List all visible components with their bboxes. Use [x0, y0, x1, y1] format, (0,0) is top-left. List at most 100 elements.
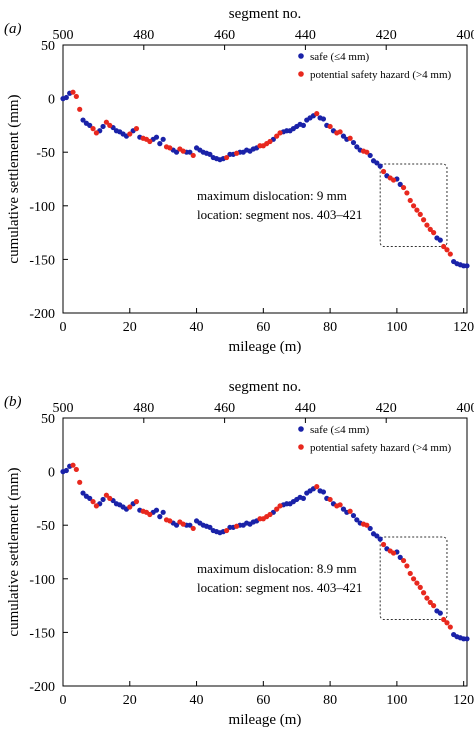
data-point-hazard — [407, 197, 413, 204]
data-point-hazard — [267, 511, 273, 518]
data-point-safe — [340, 506, 347, 512]
data-point-safe — [374, 533, 380, 539]
data-point-safe — [350, 139, 357, 146]
y-tick-label: -100 — [29, 573, 55, 588]
data-point-safe — [160, 509, 166, 515]
data-point-hazard — [277, 503, 283, 509]
data-point-hazard — [103, 492, 110, 498]
data-point-hazard — [337, 502, 343, 508]
data-point-hazard — [417, 211, 423, 217]
data-point-hazard — [447, 251, 453, 257]
data-point-safe — [63, 467, 69, 474]
data-point-hazard — [314, 484, 320, 490]
plot-frame — [62, 417, 468, 687]
data-point-hazard — [337, 129, 343, 135]
data-point-hazard — [167, 518, 173, 524]
data-point-safe — [207, 524, 213, 530]
data-point-hazard — [410, 203, 417, 209]
data-point-hazard — [364, 522, 370, 528]
data-point-hazard — [347, 508, 353, 514]
top-tick-label: 460 — [214, 28, 235, 43]
data-point-hazard — [274, 133, 280, 139]
data-point-hazard — [364, 149, 370, 155]
data-point-hazard — [133, 126, 140, 132]
data-point-safe — [153, 134, 160, 140]
data-point-hazard — [167, 145, 173, 151]
annotation-location: location: segment nos. 403–421 — [197, 580, 362, 595]
x-tick-label: 60 — [256, 320, 270, 335]
top-tick-label: 440 — [295, 28, 316, 43]
data-point-safe — [187, 149, 193, 155]
x-tick-label: 40 — [190, 320, 204, 335]
data-point-hazard — [447, 624, 453, 630]
data-point-safe — [63, 94, 69, 101]
data-point-safe — [397, 181, 403, 187]
data-point-safe — [320, 489, 327, 495]
top-tick-label: 500 — [53, 401, 74, 416]
x-tick-label: 40 — [190, 693, 204, 708]
x-tick-label: 80 — [323, 320, 337, 335]
data-point-safe — [354, 517, 360, 523]
data-point-safe — [157, 141, 163, 147]
data-point-hazard — [400, 557, 407, 564]
data-point-hazard — [327, 123, 333, 130]
top-tick-label: 440 — [295, 401, 316, 416]
data-point-safe — [153, 507, 160, 513]
x-tick-label: 20 — [123, 693, 137, 708]
top-tick-label: 480 — [133, 401, 154, 416]
data-point-hazard — [147, 511, 153, 518]
data-point-hazard — [133, 499, 140, 505]
data-point-hazard — [277, 130, 283, 136]
y-tick-label: 50 — [41, 412, 55, 427]
data-point-safe — [437, 237, 443, 243]
data-point-safe — [80, 117, 86, 123]
data-point-hazard — [190, 525, 196, 532]
x-tick-label: 60 — [256, 693, 270, 708]
data-point-hazard — [431, 230, 437, 236]
data-point-hazard — [417, 584, 423, 590]
data-point-safe — [187, 522, 193, 528]
data-point-hazard — [441, 243, 447, 250]
data-point-hazard — [127, 131, 133, 137]
data-point-hazard — [404, 563, 410, 569]
top-tick-label: 400 — [457, 401, 474, 416]
data-point-hazard — [424, 595, 430, 601]
data-point-hazard — [234, 150, 240, 156]
data-point-safe — [160, 136, 166, 142]
data-point-hazard — [70, 462, 76, 468]
x-tick-label: 100 — [386, 320, 407, 335]
data-point-safe — [340, 133, 347, 139]
legend-marker-hazard — [298, 444, 304, 450]
legend-label-hazard: potential safety hazard (>4 mm) — [310, 69, 452, 81]
data-point-safe — [397, 554, 403, 560]
top-tick-label: 420 — [376, 401, 397, 416]
highlight-box — [379, 163, 448, 248]
y-axis-title: cumulative settlement (mm) — [6, 94, 22, 263]
top-tick-label: 480 — [133, 28, 154, 43]
data-point-hazard — [414, 207, 420, 213]
data-point-safe — [320, 116, 327, 122]
data-point-safe — [367, 525, 373, 532]
data-point-hazard — [127, 504, 133, 510]
annotation-location: location: segment nos. 403–421 — [197, 207, 362, 222]
data-point-hazard — [224, 527, 230, 534]
legend-label-safe: safe (≤4 mm) — [310, 424, 370, 436]
data-point-hazard — [107, 122, 113, 128]
data-point-hazard — [427, 226, 433, 232]
data-point-safe — [87, 495, 93, 501]
data-point-safe — [87, 122, 93, 128]
data-point-hazard — [90, 499, 96, 505]
data-point-hazard — [224, 154, 230, 161]
y-tick-label: -200 — [29, 680, 55, 695]
data-point-safe — [80, 490, 86, 496]
data-point-safe — [377, 536, 383, 542]
data-point-safe — [374, 160, 380, 166]
y-tick-label: -200 — [29, 307, 55, 322]
x-tick-label: 120 — [453, 693, 474, 708]
data-point-hazard — [407, 570, 413, 577]
top-tick-label: 460 — [214, 401, 235, 416]
y-tick-label: 0 — [48, 466, 55, 481]
y-tick-label: -150 — [29, 626, 55, 641]
data-point-safe — [173, 149, 180, 155]
